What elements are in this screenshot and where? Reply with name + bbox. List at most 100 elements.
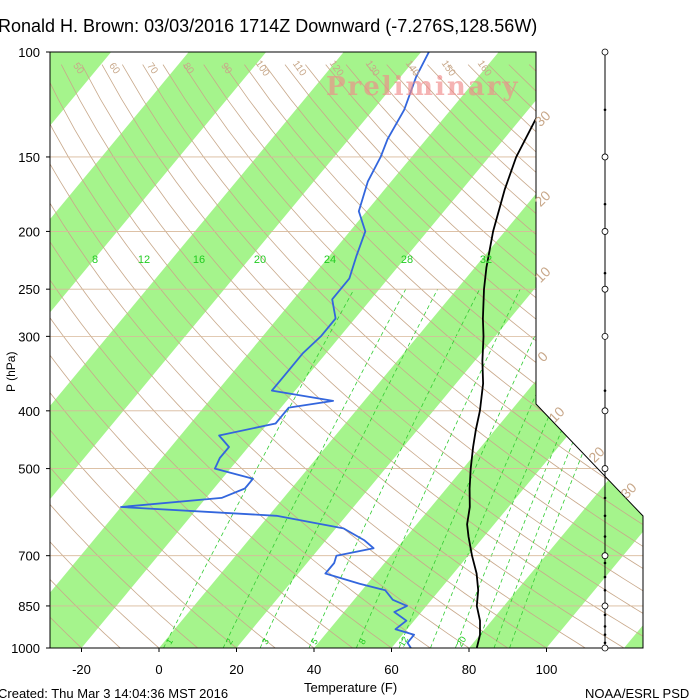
- dry-adiabat: [223, 64, 643, 648]
- y-tick-label: 150: [18, 150, 40, 165]
- mixing-ratio-line: [398, 289, 557, 648]
- dry-adiabat: [284, 64, 643, 648]
- dry-adiabat: [50, 64, 331, 648]
- barb-dot: [603, 108, 607, 112]
- mixing-ratio-line: [259, 289, 438, 648]
- temperature-trace: [466, 52, 585, 648]
- isotherm-band: [469, 52, 643, 648]
- dry-adiabat: [50, 64, 489, 648]
- dry-adiabat: [182, 64, 643, 648]
- mixing-ratio-label: 20: [254, 254, 266, 266]
- dry-adiabat: [50, 64, 371, 648]
- barb-dot: [603, 496, 607, 500]
- mixing-ratio-label: 24: [324, 254, 336, 266]
- dry-adiabat: [50, 64, 253, 648]
- y-tick-label: 700: [18, 549, 40, 564]
- barb-dot: [603, 561, 607, 565]
- y-tick-label: 300: [18, 329, 40, 344]
- barb-dot: [603, 389, 607, 392]
- y-tick-label: 850: [18, 599, 40, 614]
- isotherm-band: [50, 52, 422, 648]
- calm-circle: [601, 407, 609, 415]
- calm-circle: [601, 332, 609, 340]
- barb-dot: [603, 625, 607, 628]
- dry-adiabat: [50, 64, 643, 648]
- mixing-ratio-line: [163, 289, 355, 648]
- dry-adiabat: [305, 64, 643, 648]
- dry-adiabat: [50, 64, 174, 648]
- dry-adiabat: [651, 65, 700, 661]
- mixing-ratio-line: [509, 289, 643, 648]
- dry-adiabat: [101, 64, 643, 648]
- mixing-ratio-label: 1: [164, 637, 175, 646]
- adiabat-label: 70: [144, 61, 160, 77]
- calm-circle: [601, 465, 609, 472]
- footer-credit: NOAA/ESRL PSD: [585, 686, 689, 700]
- calm-circle: [601, 552, 609, 560]
- dry-adiabat: [121, 64, 643, 648]
- barb-dot: [603, 641, 607, 645]
- x-tick-label: 0: [155, 662, 162, 677]
- mixing-ratio-line: [222, 289, 407, 648]
- adiabat-label: 20: [585, 443, 607, 465]
- barb-dot: [603, 271, 607, 275]
- y-tick-label: 200: [18, 224, 40, 239]
- x-tick-label: 20: [229, 662, 243, 677]
- barb-dot: [603, 575, 607, 579]
- dry-adiabat: [60, 64, 643, 648]
- dry-adiabat: [264, 64, 643, 648]
- y-tick-label: 100: [18, 45, 40, 60]
- mixing-ratio-label: 5: [309, 637, 320, 646]
- dry-adiabat: [50, 64, 449, 648]
- mixing-ratio-line: [493, 289, 638, 648]
- calm-circle: [601, 228, 609, 235]
- mixing-ratio-label: 20: [455, 635, 469, 649]
- x-tick-label: 60: [384, 662, 398, 677]
- mixing-ratio-line: [308, 289, 480, 648]
- y-tick-label: 400: [18, 404, 40, 419]
- dry-adiabat: [630, 64, 643, 648]
- calm-circle: [601, 285, 609, 293]
- chart-title: Ronald H. Brown: 03/03/2016 1714Z Downwa…: [0, 16, 537, 36]
- sounding-traces: [120, 52, 585, 648]
- calm-circle: [601, 48, 609, 56]
- dry-adiabat: [50, 64, 135, 648]
- watermark: Preliminary: [326, 72, 520, 102]
- mixing-ratio-label: 3: [260, 637, 271, 646]
- mixing-ratio-label: 2: [224, 637, 235, 646]
- barb-dot: [603, 514, 607, 518]
- x-tick-label: 40: [307, 662, 321, 677]
- barb-dot: [603, 633, 607, 637]
- y-axis-label: P (hPa): [4, 352, 18, 392]
- dry-adiabat: [50, 64, 96, 648]
- y-tick-label: 250: [18, 282, 40, 297]
- dry-adiabat: [50, 64, 607, 648]
- dry-adiabat: [244, 64, 643, 648]
- dry-adiabat: [162, 64, 643, 648]
- x-axis-label: Temperature (F): [304, 680, 397, 695]
- mixing-ratio-label: 8: [92, 254, 98, 266]
- y-tick-label: 1000: [11, 641, 40, 656]
- mixing-ratio-label: 16: [193, 254, 205, 266]
- x-tick-label: 100: [536, 662, 558, 677]
- dry-adiabat: [50, 64, 292, 648]
- dry-adiabat: [50, 64, 214, 648]
- dewpoint-trace: [120, 52, 430, 648]
- adiabat-label: 110: [290, 59, 308, 79]
- dry-adiabat: [50, 64, 410, 648]
- calm-circle: [601, 602, 609, 610]
- isotherm-band: [314, 52, 643, 648]
- wind-barbs: [601, 48, 609, 652]
- isotherm-band: [50, 52, 267, 648]
- barb-dot: [603, 613, 607, 617]
- calm-circle: [601, 153, 609, 161]
- mixing-ratio-label: 8: [357, 637, 368, 646]
- dry-adiabat: [142, 64, 643, 648]
- calm-circle: [601, 644, 609, 652]
- dry-adiabat: [50, 64, 567, 648]
- dry-adiabat: [610, 64, 643, 648]
- barb-dot: [603, 588, 607, 592]
- dry-adiabat: [50, 64, 528, 648]
- mixing-ratio-line: [355, 289, 521, 648]
